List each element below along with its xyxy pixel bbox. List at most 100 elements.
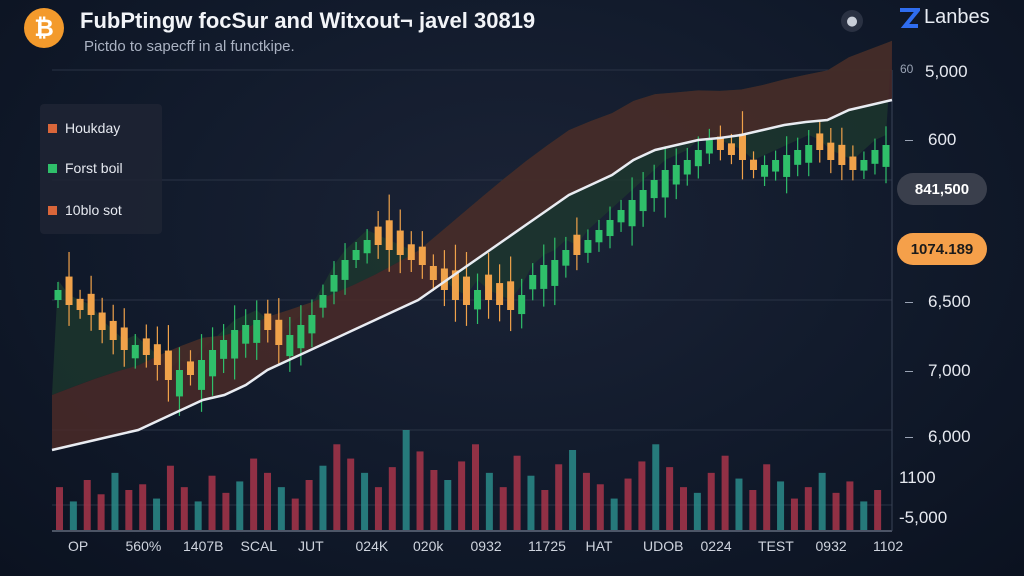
legend-item[interactable]: 10blo sot [48,202,122,218]
volume-bar [735,478,743,530]
y-axis-tick [905,302,913,303]
y-axis-label: 1100 [899,468,936,487]
candle-body [98,312,106,330]
volume-bar [569,450,577,530]
x-axis-label: 0224 [700,538,732,554]
candle-body [595,230,603,243]
x-axis-label: 1407B [183,538,224,554]
candle-body [374,226,382,245]
current-price-badge[interactable]: 1074.189 [897,233,987,265]
volume-bar [319,465,327,530]
candle-body [242,325,250,344]
volume-bar [333,444,341,530]
candle-body [496,283,504,305]
brand-name: Lanbes [924,6,990,28]
candle-body [109,320,117,340]
candle-body [352,250,360,261]
volume-bar [388,467,396,530]
volume-bar [180,487,188,530]
candle-body [882,145,890,167]
volume-bar [777,481,785,530]
x-axis-label: SCAL [240,538,278,554]
volume-bar [305,480,313,530]
candle-body [275,319,283,345]
x-axis-label: TEST [758,538,794,554]
volume-bar [624,478,632,530]
y-axis-tick [905,371,913,372]
candle-body [396,230,404,255]
trend-line [51,98,893,452]
candle-body [606,220,614,237]
volume-bar [83,480,91,530]
candle-body [131,345,139,359]
legend-item[interactable]: Houkday [48,120,120,136]
candle-body [142,338,150,355]
x-axis-label: OP [68,538,89,554]
volume-bar [69,501,77,530]
candle-body [529,275,537,290]
volume-bar [222,492,230,530]
volume-bars [56,430,882,530]
candle-body [418,246,426,265]
candle-body [705,140,713,154]
candle-body [153,344,161,365]
volume-bar [818,472,826,530]
y-axis-label: 600 [928,130,957,149]
y-axis-label: -5,000 [899,508,948,527]
candle-body [87,293,95,315]
candle-body [617,210,625,223]
help-button[interactable]: ● [841,10,863,32]
candle-body [485,274,493,300]
volume-bar [361,472,369,530]
candle-body [209,350,217,377]
candle-body [175,370,183,397]
volume-bar [485,472,493,530]
brand[interactable]: Lanbes [898,6,990,29]
candle-body [264,313,272,330]
x-axis-label: 0932 [470,538,502,554]
volume-bar [125,490,133,530]
volume-bar [638,461,646,530]
x-axis-label: 560% [125,538,162,554]
volume-bar [666,467,674,530]
candle-body [794,150,802,165]
candle-body [253,320,261,343]
candle-body [186,361,194,375]
candle-body [462,276,470,305]
price-badge[interactable]: 841,500 [897,173,987,205]
volume-bar [749,490,757,530]
candle-body [661,170,669,198]
y-axis-label: 6,000 [928,427,971,446]
candle-body [805,145,813,163]
volume-bar [790,498,798,530]
volume-bar [763,464,771,530]
volume-bar [444,480,452,530]
candle-body [518,295,526,315]
candle-body [363,240,371,254]
y-axis-tick [905,437,913,438]
volume-bar [374,487,382,530]
candle-body [628,200,636,227]
volume-bar [236,481,244,530]
volume-bar [291,498,299,530]
volume-bar [153,498,161,530]
volume-bar [555,464,563,530]
legend-swatch [48,205,57,215]
candle-body [683,160,691,175]
volume-bar [846,481,854,530]
x-axis-label: UDOB [643,538,684,554]
candle-body [573,234,581,255]
y-axis-label: 7,000 [928,361,971,380]
x-axis-label: JUT [298,538,324,554]
candle-body [407,244,415,260]
volume-bar [693,492,701,530]
volume-bar [111,472,119,530]
volume-bar [430,470,438,530]
legend-item[interactable]: Forst boil [48,160,123,176]
candle-body [562,250,570,266]
volume-bar [458,461,466,530]
y-axis-tick-label: 60 [900,62,914,76]
volume-bar [97,494,105,530]
volume-bar [472,444,479,530]
candle-body [341,260,349,280]
